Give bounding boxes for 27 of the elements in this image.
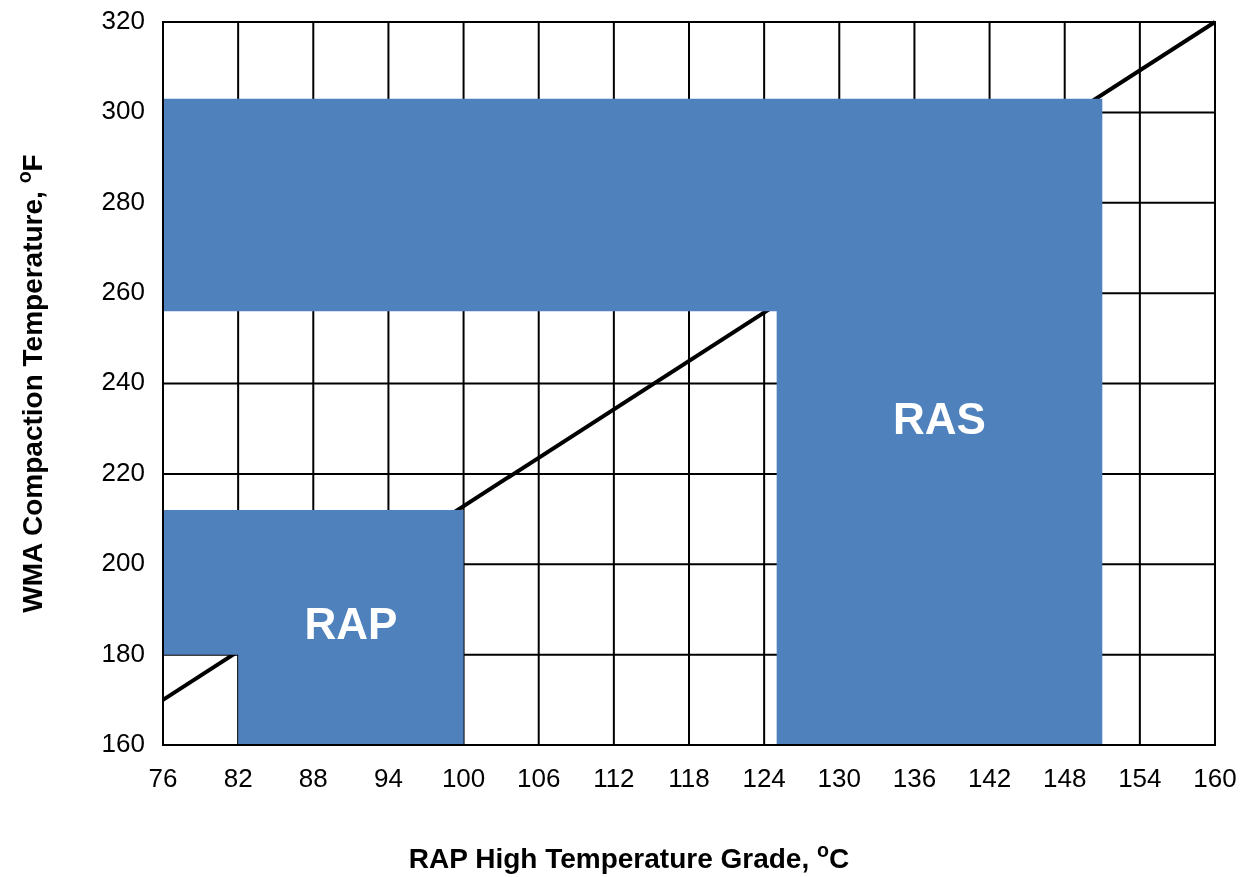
x-tick-label: 82 xyxy=(223,763,253,793)
y-tick-label: 260 xyxy=(101,276,145,306)
x-tick-label: 100 xyxy=(441,763,486,793)
x-tick-label: 154 xyxy=(1118,763,1162,793)
x-tick-label: 136 xyxy=(892,763,937,793)
x-tick-label: 160 xyxy=(1193,763,1237,793)
x-tick-label: 88 xyxy=(298,763,328,793)
y-tick-label: 200 xyxy=(101,547,145,578)
x-tick-label: 142 xyxy=(967,763,1012,793)
x-axis-title: RAP High Temperature Grade, $^{o}$C xyxy=(408,839,850,874)
x-tick-label: 124 xyxy=(742,763,786,793)
x-tick-label: 76 xyxy=(148,763,178,793)
y-tick-label: 160 xyxy=(101,727,145,758)
x-tick-label: 106 xyxy=(517,763,561,793)
x-tick-label: 112 xyxy=(593,763,635,793)
y-tick-label: 280 xyxy=(101,185,145,216)
y-tick-label: 240 xyxy=(101,366,145,397)
x-tick-label: 148 xyxy=(1043,763,1087,793)
series-label: RAS xyxy=(893,393,986,443)
y-tick-label: 300 xyxy=(101,95,145,126)
y-tick-label: 180 xyxy=(101,637,145,668)
x-tick-label: 130 xyxy=(817,763,861,793)
x-tick-label: 118 xyxy=(668,763,710,793)
y-tick-label: 320 xyxy=(101,4,145,35)
series-label: RAP xyxy=(304,599,398,649)
x-tick-label: 94 xyxy=(373,763,403,793)
y-tick-label: 220 xyxy=(101,456,145,487)
